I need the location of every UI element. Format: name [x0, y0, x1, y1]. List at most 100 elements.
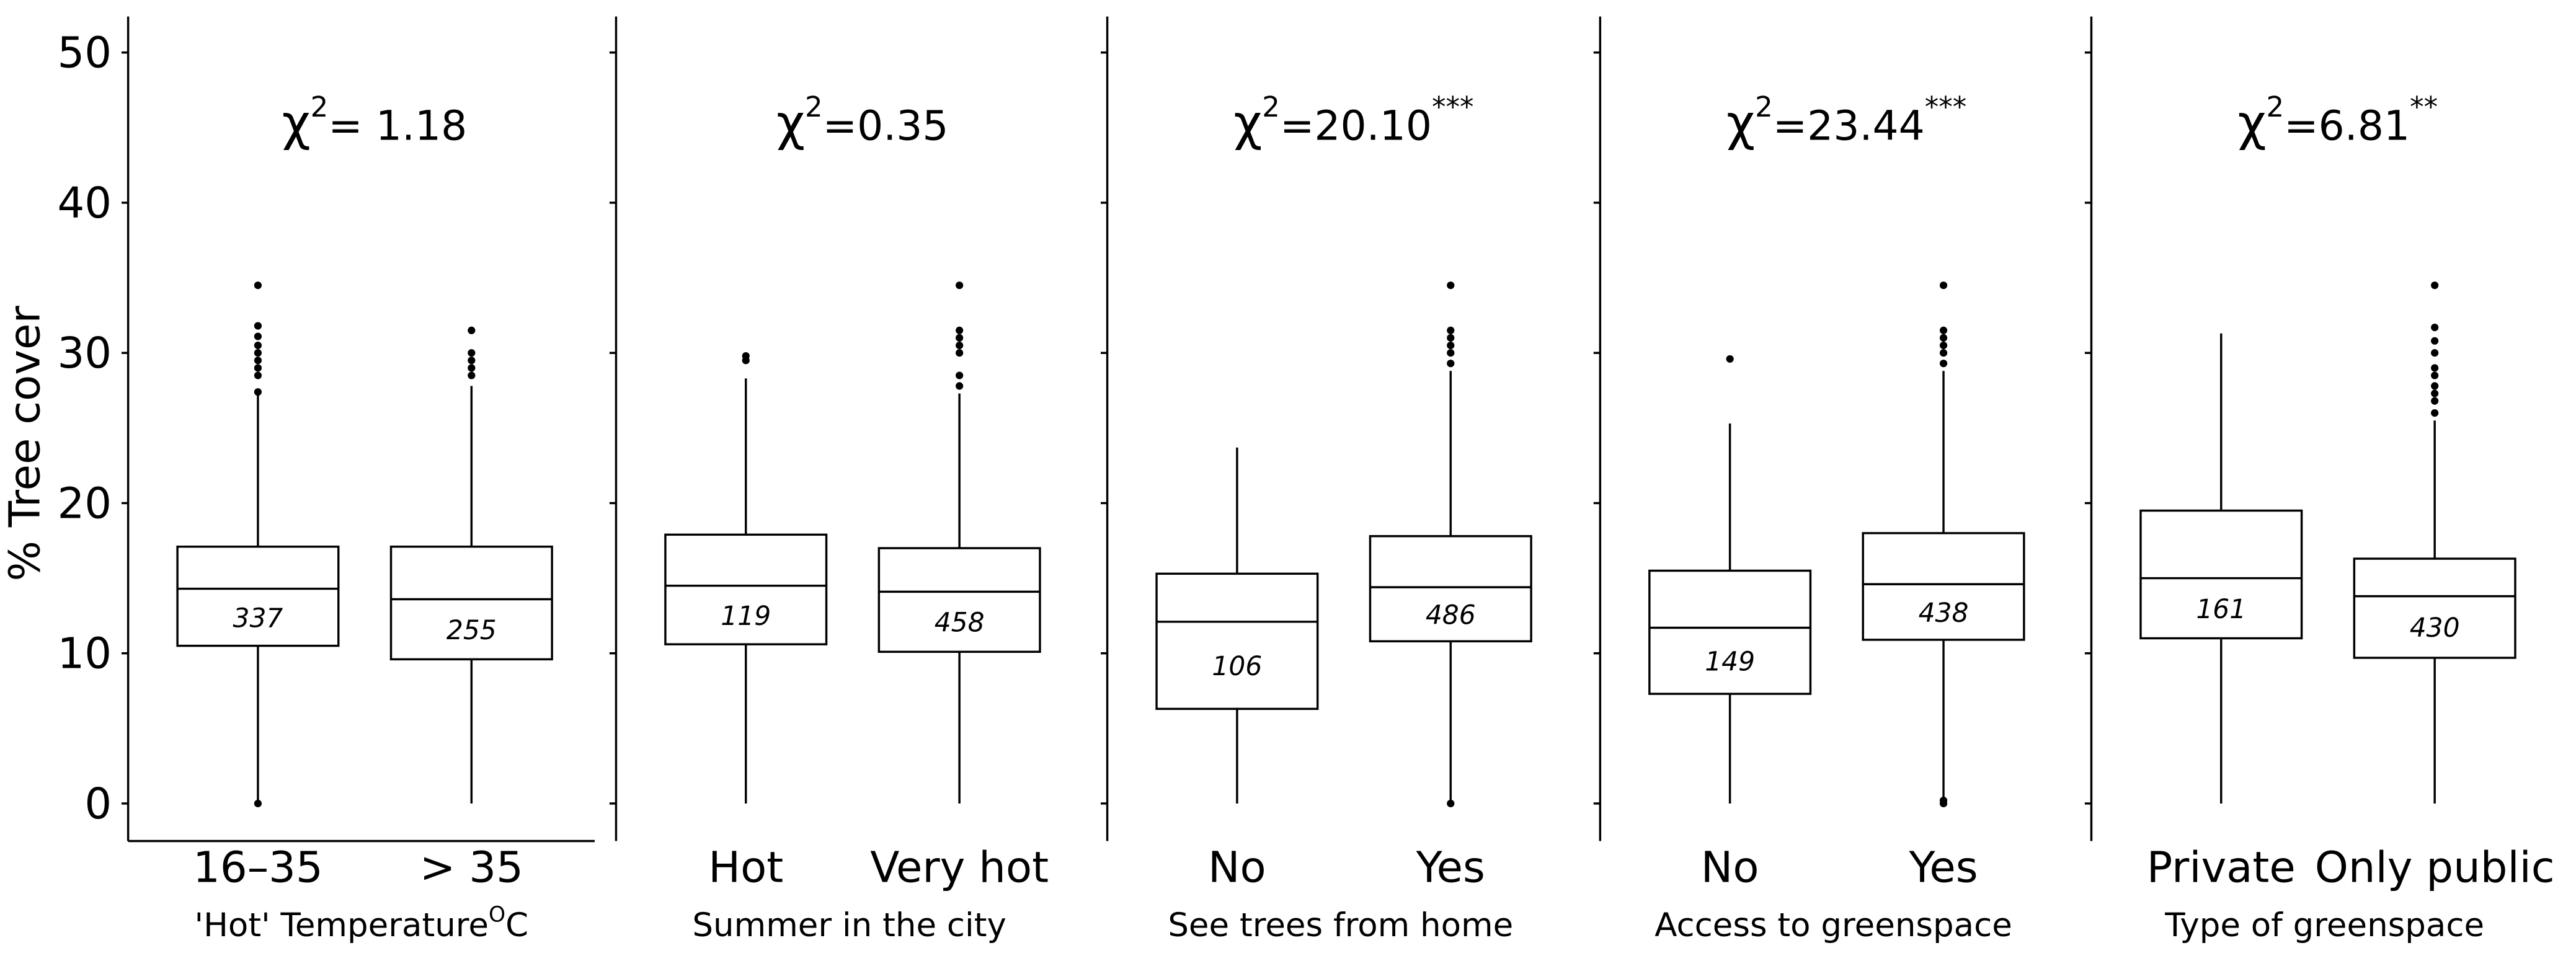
box — [1862, 532, 2025, 641]
outlier — [2431, 382, 2439, 390]
y-tick-label: 20 — [57, 479, 112, 528]
x-tick-label: No — [1701, 843, 1759, 893]
x-tick-label: Only public — [2315, 843, 2555, 893]
stat-symbol: χ — [2238, 94, 2267, 151]
box-count-label: 438 — [1919, 598, 1969, 628]
outlier — [254, 281, 262, 290]
y-axis-label: % Tree cover — [1, 306, 50, 582]
outlier — [2431, 389, 2439, 397]
x-axis-label-suffix: C — [505, 906, 528, 944]
stat-value: =0.35 — [823, 102, 949, 149]
outlier — [2431, 281, 2439, 290]
stat-power: 2 — [1755, 91, 1773, 123]
significance: ** — [2410, 91, 2438, 123]
outlier — [1939, 281, 1948, 290]
outlier — [2431, 371, 2439, 379]
box — [389, 545, 553, 661]
outlier — [1939, 349, 1948, 357]
box — [2139, 509, 2303, 640]
x-axis-label-text: Access to greenspace — [1654, 906, 2012, 944]
outlier — [2431, 364, 2439, 372]
box — [1155, 572, 1319, 711]
outlier — [742, 352, 750, 360]
outlier — [1447, 334, 1455, 342]
y-tick-label: 0 — [84, 779, 112, 829]
box-count-label: 161 — [2196, 594, 2246, 624]
x-axis-label-sup: O — [489, 902, 505, 927]
x-tick-label: Very hot — [870, 843, 1049, 893]
outlier — [956, 371, 964, 379]
y-tick-label: 50 — [57, 29, 112, 78]
outlier — [956, 281, 964, 290]
significance: *** — [1925, 91, 1967, 123]
outlier — [1447, 349, 1455, 357]
outlier — [254, 371, 262, 379]
outlier — [956, 334, 964, 342]
stat-value: =20.10 — [1280, 102, 1432, 149]
outlier — [1939, 326, 1948, 334]
outlier — [1939, 360, 1948, 368]
outlier — [2431, 349, 2439, 357]
x-axis-label: Access to greenspace — [1654, 906, 2012, 944]
outlier — [468, 371, 476, 379]
stat-power: 2 — [311, 91, 329, 123]
box-count-label: 255 — [446, 615, 497, 645]
box-count-label: 119 — [721, 601, 771, 631]
x-tick-label: Yes — [1416, 843, 1485, 893]
y-tick-label: 10 — [57, 629, 112, 679]
box — [877, 547, 1041, 653]
outlier — [254, 799, 262, 808]
stat-value: =23.44 — [1773, 102, 1925, 149]
box-count-label: 486 — [1426, 600, 1476, 631]
significance: *** — [1432, 91, 1474, 123]
outlier — [1447, 281, 1455, 290]
outlier — [956, 382, 964, 390]
outlier — [2431, 409, 2439, 417]
box — [664, 533, 828, 645]
x-tick-label: 16–35 — [193, 843, 323, 893]
outlier — [2431, 323, 2439, 332]
outlier — [956, 342, 964, 350]
outlier — [254, 364, 262, 372]
outlier — [1447, 799, 1455, 808]
box-count-label: 458 — [935, 608, 985, 638]
outlier — [468, 364, 476, 372]
box-count-label: 106 — [1212, 651, 1262, 681]
outlier — [2431, 337, 2439, 345]
outlier — [254, 322, 262, 330]
outlier — [468, 349, 476, 357]
outlier — [1447, 326, 1455, 334]
x-tick-label: No — [1208, 843, 1266, 893]
outlier — [254, 342, 262, 350]
x-axis-label: 'Hot' TemperatureOC — [195, 902, 529, 944]
box-count-label: 430 — [2410, 613, 2460, 643]
stat-symbol: χ — [1233, 94, 1262, 151]
x-axis-label: Type of greenspace — [2164, 906, 2484, 944]
x-tick-label: > 35 — [420, 843, 523, 893]
stat-value: = 1.18 — [328, 102, 467, 149]
x-axis-label-text: Summer in the city — [692, 906, 1006, 944]
stat-symbol: χ — [282, 94, 311, 151]
panel-title: χ2=23.44*** — [1726, 91, 1966, 151]
box — [2353, 557, 2516, 659]
x-axis-label-text: 'Hot' Temperature — [195, 906, 489, 944]
outlier — [956, 349, 964, 357]
panel-title: χ2=6.81** — [2238, 91, 2438, 151]
stat-power: 2 — [805, 91, 823, 123]
box — [176, 545, 340, 647]
outlier — [1447, 360, 1455, 368]
x-axis-label-text: See trees from home — [1168, 906, 1513, 944]
x-axis-label-text: Type of greenspace — [2164, 906, 2484, 944]
outlier — [254, 349, 262, 357]
outlier — [468, 356, 476, 365]
x-tick-label: Private — [2147, 843, 2296, 893]
outlier — [254, 356, 262, 365]
x-tick-label: Yes — [1908, 843, 1978, 893]
outlier — [254, 332, 262, 340]
box-count-label: 149 — [1705, 647, 1755, 677]
outlier — [1939, 797, 1948, 805]
outlier — [956, 326, 964, 334]
